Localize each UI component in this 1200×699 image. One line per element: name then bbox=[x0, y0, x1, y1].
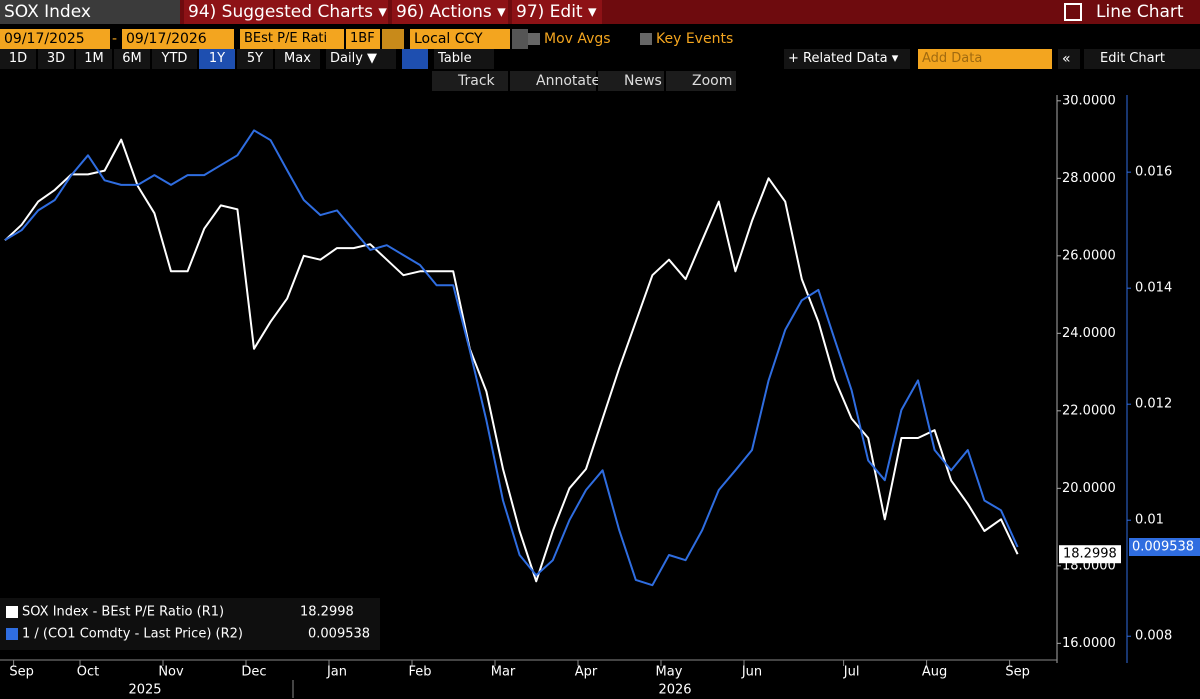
x-tick-label: May bbox=[656, 665, 683, 680]
period-button[interactable]: 1M bbox=[76, 49, 112, 69]
table-button[interactable]: Table bbox=[434, 49, 494, 69]
x-tick-label: Sep bbox=[9, 665, 34, 680]
chart-tool[interactable]: News bbox=[598, 71, 664, 91]
date-separator: - bbox=[112, 31, 118, 47]
y-tick-label: 22.0000 bbox=[1062, 403, 1116, 418]
series-line bbox=[4, 129, 1019, 587]
year-label: 2026 bbox=[658, 683, 691, 698]
x-tick-label: Nov bbox=[158, 665, 184, 680]
chart-style-icon[interactable] bbox=[402, 49, 428, 69]
x-tick-label: Feb bbox=[408, 665, 431, 680]
period-button[interactable]: 3D bbox=[38, 49, 74, 69]
add-data[interactable]: Add Data bbox=[918, 49, 1052, 69]
y2-tick-label: 0.008 bbox=[1135, 629, 1172, 644]
end-date[interactable]: 09/17/2026 bbox=[122, 29, 234, 49]
x-tick-label: Aug bbox=[922, 665, 947, 680]
frequency[interactable]: Daily ▼ bbox=[326, 49, 396, 69]
toggle-checkbox[interactable] bbox=[640, 33, 652, 45]
chart: 16.000018.000020.000022.000024.000026.00… bbox=[0, 95, 1200, 698]
period-button[interactable]: 1D bbox=[0, 49, 36, 69]
legend-value: 0.009538 bbox=[308, 627, 370, 642]
collapse-button[interactable]: « bbox=[1058, 49, 1080, 69]
period-button[interactable]: 6M bbox=[114, 49, 150, 69]
legend: SOX Index - BEst P/E Ratio (R1) 18.2998 1 … bbox=[0, 598, 380, 650]
legend-label: SOX Index - BEst P/E Ratio (R1) bbox=[22, 605, 224, 620]
chart-tool[interactable]: Track bbox=[432, 71, 508, 91]
period-button[interactable]: YTD bbox=[152, 49, 197, 69]
y2-tick-label: 0.016 bbox=[1135, 165, 1172, 180]
legend-swatch bbox=[6, 628, 18, 640]
toggle-checkbox[interactable] bbox=[528, 33, 540, 45]
menu-button[interactable]: 96) Actions ▾ bbox=[392, 0, 508, 24]
toggle-label[interactable]: Mov Avgs bbox=[544, 31, 611, 47]
y-tick-label: 24.0000 bbox=[1062, 326, 1116, 341]
field-dropdown[interactable] bbox=[382, 29, 404, 49]
menu-button[interactable]: 94) Suggested Charts ▾ bbox=[184, 0, 388, 24]
ticker[interactable]: SOX Index bbox=[0, 0, 180, 24]
start-date[interactable]: 09/17/2025 bbox=[0, 29, 110, 49]
y-tick-label: 30.0000 bbox=[1062, 95, 1116, 108]
currency[interactable]: Local CCY bbox=[410, 29, 510, 49]
series-line bbox=[4, 138, 1019, 583]
y-tick-label: 20.0000 bbox=[1062, 481, 1116, 496]
value-box bbox=[1059, 545, 1121, 564]
x-tick-label: Apr bbox=[575, 665, 598, 680]
menu-button[interactable]: 97) Edit ▾ bbox=[512, 0, 602, 24]
chart-tool[interactable]: Zoom bbox=[666, 71, 736, 91]
edit-chart[interactable]: Edit Chart bbox=[1084, 49, 1200, 69]
y-tick-label: 26.0000 bbox=[1062, 248, 1116, 263]
x-tick-label: Jun bbox=[741, 665, 762, 680]
x-tick-label: Oct bbox=[77, 665, 99, 680]
chart-type[interactable]: Line Chart bbox=[1096, 2, 1184, 22]
y2-tick-label: 0.01 bbox=[1135, 513, 1164, 528]
legend-swatch bbox=[6, 606, 18, 618]
legend-bg bbox=[0, 598, 380, 650]
legend-label: 1 / (CO1 Comdty - Last Price) (R2) bbox=[22, 627, 243, 642]
x-tick-label: Jan bbox=[326, 665, 347, 680]
year-label: 2025 bbox=[128, 683, 161, 698]
field-code[interactable]: 1BF bbox=[346, 29, 380, 49]
value-box-label: 18.2998 bbox=[1063, 547, 1117, 562]
toggle-label[interactable]: Key Events bbox=[656, 31, 734, 47]
period-button[interactable]: 5Y bbox=[237, 49, 273, 69]
period-button[interactable]: 1Y bbox=[199, 49, 235, 69]
y-tick-label: 16.0000 bbox=[1062, 636, 1116, 651]
x-tick-label: Sep bbox=[1005, 665, 1030, 680]
x-tick-label: Mar bbox=[491, 665, 516, 680]
x-tick-label: Dec bbox=[241, 665, 266, 680]
chart-tool[interactable]: Annotate bbox=[510, 71, 600, 91]
value-box-label: 0.009538 bbox=[1132, 540, 1194, 555]
currency-dropdown[interactable] bbox=[512, 29, 528, 49]
popout-icon[interactable] bbox=[1064, 3, 1082, 21]
field[interactable]: BEst P/E Rati bbox=[240, 29, 344, 49]
value-box bbox=[1129, 538, 1200, 556]
y2-tick-label: 0.014 bbox=[1135, 281, 1172, 296]
related-data[interactable]: + Related Data ▾ bbox=[784, 49, 910, 69]
legend-value: 18.2998 bbox=[300, 605, 354, 620]
x-tick-label: Jul bbox=[843, 665, 860, 680]
y2-tick-label: 0.012 bbox=[1135, 397, 1172, 412]
period-button[interactable]: Max bbox=[275, 49, 320, 69]
y-tick-label: 28.0000 bbox=[1062, 171, 1116, 186]
